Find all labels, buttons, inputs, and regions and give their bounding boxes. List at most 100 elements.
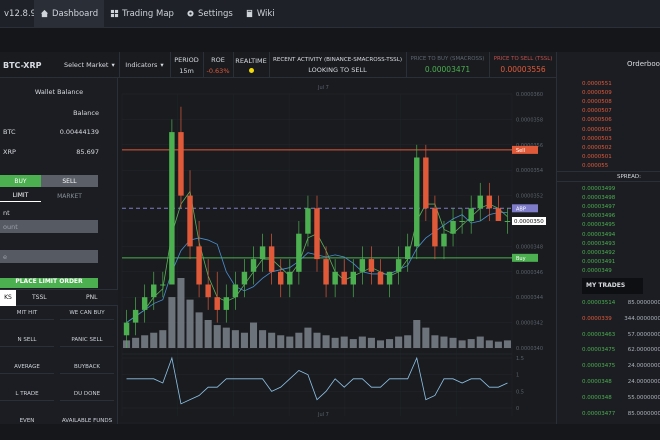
- volume-bar: [150, 332, 158, 348]
- price-tick-label: 0.0000352: [516, 194, 543, 200]
- price-to-sell-label: PRICE TO SELL (TSSL): [493, 56, 553, 62]
- trade-price: 0.00003475: [582, 347, 616, 354]
- candle-body: [323, 259, 329, 285]
- indicator-tick-label: 1.5: [516, 356, 524, 362]
- amount-input[interactable]: ount: [0, 220, 98, 233]
- price-tick-label: 0.0000348: [516, 244, 543, 250]
- volume-bar: [458, 340, 466, 348]
- trade-row: 0.0000348 55.0000000: [582, 395, 660, 401]
- orderbook-ask: 0.0000506: [582, 117, 612, 124]
- orderbook-ask: 0.0000505: [582, 126, 612, 133]
- volume-bar: [268, 332, 276, 348]
- strategy-tab-tssl[interactable]: TSSL: [32, 294, 47, 301]
- volume-bar: [503, 340, 511, 348]
- recent-activity-value: LOOKING TO SELL: [308, 65, 367, 74]
- market-pair: BTC-XRP: [3, 60, 42, 70]
- volume-bar: [304, 327, 312, 348]
- candle-body: [495, 208, 502, 221]
- volume-bar: [431, 335, 439, 348]
- market-tab[interactable]: MARKET: [57, 192, 82, 200]
- recent-activity-cell: RECENT ACTIVITY (BINANCE-SMACROSS-TSSL) …: [269, 52, 405, 78]
- volume-bar: [159, 330, 167, 348]
- nav-wiki-label: Wiki: [256, 8, 275, 19]
- nav-trading-map-label: Trading Map: [122, 8, 174, 19]
- strategy-item: DU DONE: [60, 388, 114, 401]
- volume-bar: [395, 336, 403, 348]
- sell-tab[interactable]: SELL: [41, 175, 98, 187]
- orderbook-ask: 0.0000509: [582, 90, 612, 97]
- limit-tab[interactable]: LIMIT: [0, 190, 41, 202]
- roe-value: -0.63%: [206, 66, 230, 75]
- left-panel: Wallet Balance Balance BTC 0.00444139 XR…: [0, 78, 118, 440]
- candle-body: [178, 132, 184, 196]
- volume-bar: [386, 339, 394, 348]
- orderbook-bid: 0.00003498: [582, 195, 616, 202]
- trade-amount: 55.0000000: [627, 394, 660, 401]
- candle-body: [350, 271, 356, 285]
- balance-column-header: Balance: [73, 109, 99, 117]
- volume-bar: [440, 336, 448, 348]
- chevron-down-icon: ▾: [160, 61, 164, 69]
- orderbook-panel: Orderbook 0.0000551 0.0000509 0.0000508 0.0…: [556, 52, 660, 440]
- top-nav: v12.8.9 Dashboard Trading Map Settings W…: [0, 0, 660, 28]
- app-version: v12.8.9: [4, 8, 37, 19]
- volume-bar: [376, 340, 385, 348]
- volume-bar: [340, 336, 348, 348]
- orderbook-bid: 0.00003493: [582, 240, 616, 247]
- x-axis-label: Jul 7: [317, 85, 329, 91]
- gear-icon: [187, 10, 194, 17]
- marker-tag: [512, 204, 538, 213]
- buy-tab[interactable]: BUY: [0, 175, 41, 187]
- current-price-box: [512, 217, 546, 225]
- price-input[interactable]: e: [0, 250, 98, 263]
- period-cell[interactable]: PERIOD 15m: [170, 52, 202, 78]
- candle-body: [250, 259, 257, 272]
- price-chart[interactable]: 0.0000360 0.0000358 0.0000356 0.0000354 0.00…: [118, 78, 556, 422]
- candle-body: [441, 233, 447, 247]
- candle-body: [123, 322, 130, 336]
- price-to-buy-cell: PRICE TO BUY (SMACROSS) 0.00003471: [406, 52, 488, 78]
- select-market-dropdown[interactable]: Select Market ▾: [64, 52, 115, 78]
- nav-wiki[interactable]: Wiki: [239, 0, 281, 28]
- candle-body: [359, 259, 366, 272]
- candle-body: [486, 195, 493, 209]
- candle-body: [450, 221, 456, 234]
- strategy-tab-ks[interactable]: KS: [0, 290, 16, 306]
- orderbook-bid: 0.00003491: [582, 258, 616, 265]
- orderbook-bid: 0.00003499: [582, 186, 616, 192]
- price-tick-label: 0.0000342: [516, 321, 543, 327]
- nav-settings[interactable]: Settings: [180, 0, 239, 28]
- place-limit-order-button[interactable]: PLACE LIMIT ORDER: [0, 278, 98, 288]
- strategy-tabs: KS TSSL PNL: [0, 289, 118, 306]
- candle-body: [432, 208, 438, 247]
- orderbook-title: Orderbook: [627, 60, 660, 68]
- strategy-tab-pnl[interactable]: PNL: [86, 294, 98, 301]
- recent-activity-label: RECENT ACTIVITY (BINANCE-SMACROSS-TSSL): [272, 56, 403, 63]
- period-value: 15m: [179, 66, 194, 75]
- volume-bar: [485, 340, 493, 348]
- price-to-buy-value: 0.00003471: [424, 65, 471, 74]
- subnav-bar: [0, 28, 660, 58]
- strategy-item: WE CAN BUY: [60, 307, 114, 320]
- candle-body: [305, 208, 311, 234]
- orderbook-bid: 0.00003495: [582, 222, 616, 229]
- candle-body: [468, 208, 474, 221]
- volume-bar: [259, 330, 267, 348]
- volume-bar: [177, 278, 185, 348]
- orderbook-ask: 0.0000551: [582, 81, 612, 87]
- indicators-dropdown[interactable]: Indicators ▾: [119, 52, 169, 78]
- trade-price: 0.00003475: [582, 363, 616, 370]
- nav-dashboard[interactable]: Dashboard: [34, 0, 105, 28]
- realtime-indicator-icon: [248, 68, 254, 73]
- nav-trading-map[interactable]: Trading Map: [104, 0, 180, 28]
- trade-price: 0.0000348: [582, 394, 612, 401]
- candle-body: [232, 284, 239, 298]
- my-trades-title: MY TRADES: [582, 278, 643, 294]
- nav-dashboard-label: Dashboard: [52, 8, 99, 19]
- volume-bar: [141, 335, 149, 348]
- candle-body: [414, 157, 420, 247]
- volume-bar: [449, 337, 457, 348]
- candle-body: [287, 271, 293, 285]
- chart-canvas[interactable]: 0.0000360 0.0000358 0.0000356 0.0000354 0.00…: [118, 78, 556, 422]
- strategy-item: L TRADE: [0, 388, 54, 401]
